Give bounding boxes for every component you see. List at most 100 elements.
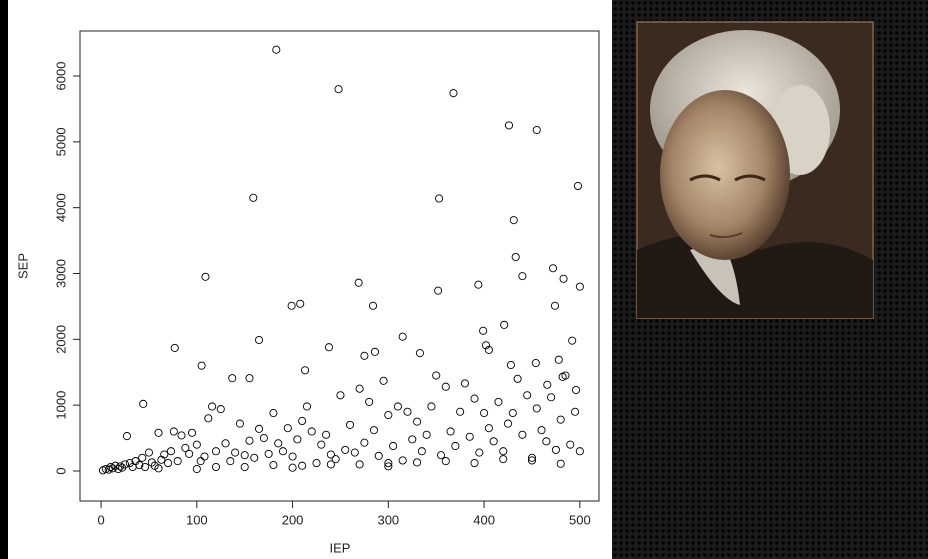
portrait [636, 21, 874, 319]
point [500, 320, 509, 329]
point [379, 376, 388, 385]
point [185, 449, 194, 458]
point [360, 351, 369, 360]
point [573, 181, 582, 191]
point [141, 462, 150, 472]
x-tick-label: 200 [282, 512, 304, 527]
point [245, 436, 254, 445]
point [556, 415, 565, 424]
point [345, 420, 355, 429]
point [272, 45, 281, 54]
point [413, 417, 422, 426]
y-tick-label: 6000 [53, 62, 68, 91]
point [446, 427, 455, 436]
point [181, 443, 190, 452]
point [331, 455, 340, 464]
point [211, 447, 221, 456]
point [460, 379, 469, 388]
point [554, 355, 563, 364]
point [427, 402, 436, 411]
point [250, 453, 259, 462]
point [413, 458, 422, 467]
point [326, 460, 335, 469]
point [139, 399, 148, 408]
point [255, 335, 264, 345]
point [527, 456, 537, 465]
point [278, 447, 288, 456]
point [481, 341, 491, 350]
point [122, 432, 131, 441]
point [509, 216, 518, 225]
point [138, 453, 147, 462]
point [518, 272, 527, 281]
point [470, 459, 479, 468]
point [307, 427, 316, 436]
point [479, 326, 488, 335]
point [575, 282, 584, 291]
point [484, 424, 493, 433]
point [561, 371, 570, 380]
point [104, 465, 113, 474]
point [543, 380, 552, 389]
point [408, 435, 417, 444]
point [504, 121, 514, 130]
point [547, 393, 556, 402]
point [532, 404, 541, 413]
point [269, 461, 278, 470]
point [503, 419, 513, 428]
point [523, 391, 532, 400]
point [568, 336, 577, 345]
y-tick-label: 3000 [53, 259, 68, 288]
point [116, 462, 125, 471]
x-tick-label: 400 [473, 512, 495, 527]
point [542, 437, 551, 446]
point [511, 252, 520, 262]
y-tick-label: 4000 [53, 193, 68, 222]
point [532, 125, 541, 135]
point [101, 464, 110, 474]
point [298, 461, 307, 470]
x-tick-label: 100 [186, 512, 208, 527]
point [435, 194, 444, 203]
point [108, 464, 117, 473]
point [506, 360, 515, 370]
point [177, 431, 186, 440]
left-strip [0, 0, 8, 559]
point [432, 371, 441, 380]
point [355, 384, 364, 393]
point [302, 402, 311, 411]
point [231, 448, 240, 457]
plot-box [79, 30, 600, 502]
x-tick-label: 0 [97, 512, 104, 527]
point [513, 374, 522, 383]
point [398, 456, 407, 465]
y-tick-label: 5000 [53, 127, 68, 156]
point [274, 439, 283, 448]
point [200, 452, 209, 461]
point [300, 366, 310, 375]
point [384, 462, 393, 471]
point [154, 428, 163, 437]
point [264, 449, 273, 458]
point [548, 264, 558, 273]
point [226, 457, 235, 466]
point [475, 448, 484, 457]
y-tick-label: 0 [53, 467, 68, 474]
point [355, 460, 364, 469]
point [164, 459, 173, 468]
point [389, 441, 398, 451]
point [465, 432, 474, 441]
point [499, 455, 508, 464]
point [293, 435, 302, 444]
point [259, 434, 268, 443]
y-tick-label: 2000 [53, 325, 68, 354]
point [354, 278, 363, 287]
point [474, 280, 483, 289]
point [283, 424, 292, 433]
point [566, 440, 575, 449]
point [298, 416, 307, 426]
point [456, 407, 465, 416]
point [135, 461, 144, 470]
point [192, 440, 201, 449]
